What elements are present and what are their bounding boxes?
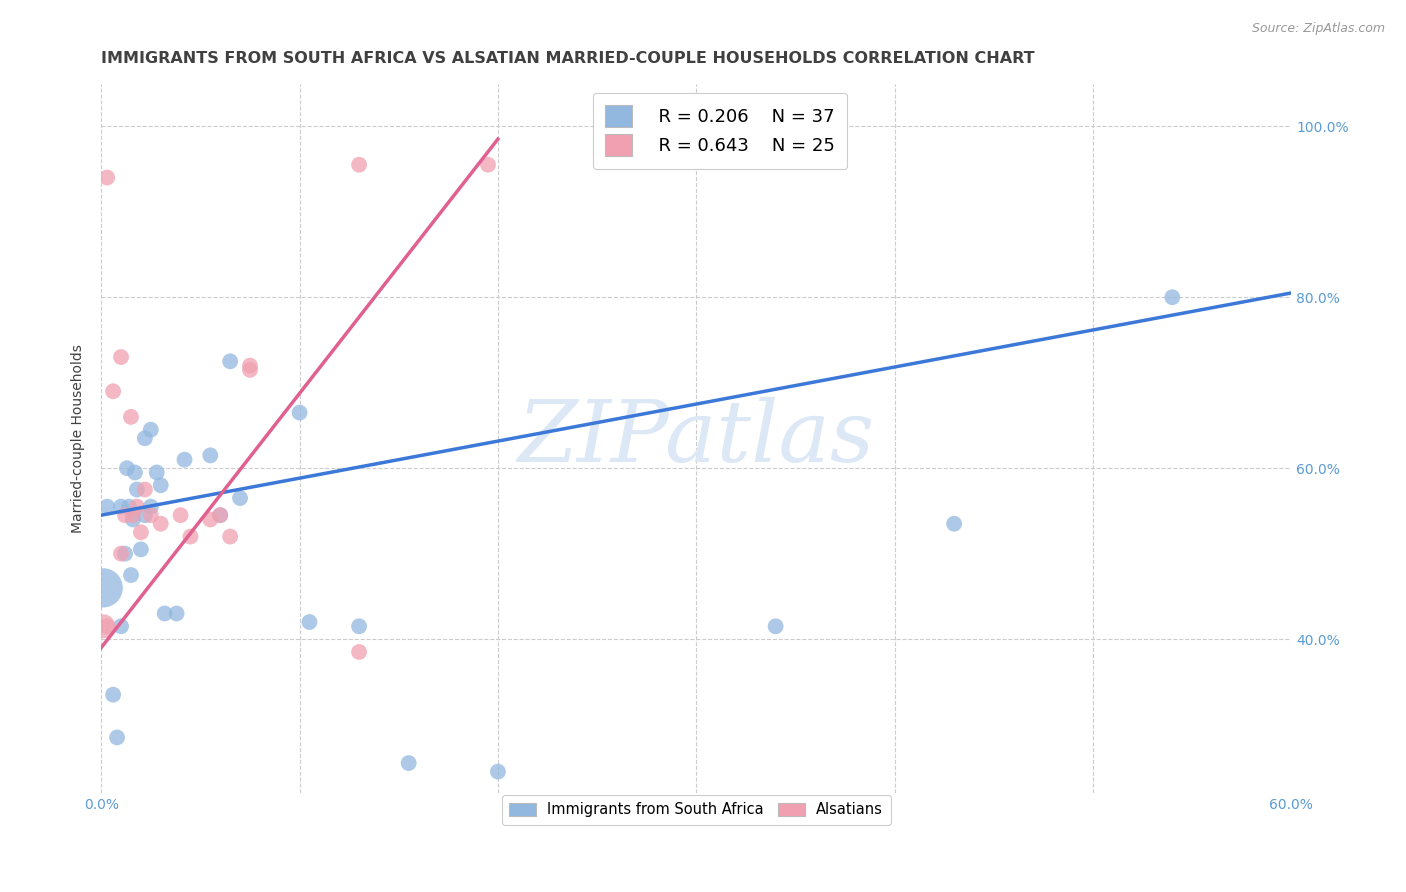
Point (149, 516, 172, 531)
Point (134, 508, 156, 523)
Point (477, 158, 499, 172)
Point (943, 516, 966, 531)
Point (114, 547, 136, 561)
Point (153, 607, 176, 621)
Point (166, 607, 188, 621)
Point (105, 731, 128, 745)
Point (239, 363, 262, 377)
Point (134, 483, 156, 497)
Point (110, 547, 132, 561)
Point (239, 359, 262, 373)
Point (96, 500, 118, 514)
Point (120, 568, 142, 582)
Point (169, 508, 191, 523)
Text: IMMIGRANTS FROM SOUTH AFRICA VS ALSATIAN MARRIED-COUPLE HOUSEHOLDS CORRELATION C: IMMIGRANTS FROM SOUTH AFRICA VS ALSATIAN… (101, 51, 1035, 66)
Point (139, 423, 162, 437)
Point (288, 406, 311, 420)
Text: Source: ZipAtlas.com: Source: ZipAtlas.com (1251, 22, 1385, 36)
Point (122, 508, 145, 523)
Point (347, 645, 370, 659)
Point (91, 619, 114, 633)
Legend: Immigrants from South Africa, Alsatians: Immigrants from South Africa, Alsatians (502, 795, 890, 825)
Point (129, 525, 152, 540)
Point (115, 461, 138, 475)
Point (110, 350, 132, 364)
Point (179, 530, 201, 544)
Point (149, 478, 172, 492)
Point (125, 483, 148, 497)
Point (1161, 290, 1184, 304)
Y-axis label: Married-couple Households: Married-couple Households (72, 343, 86, 533)
Point (110, 500, 132, 514)
Point (219, 354, 242, 368)
Point (125, 500, 148, 514)
Point (200, 448, 222, 462)
Point (129, 542, 152, 557)
Point (101, 688, 124, 702)
Point (298, 615, 321, 629)
Point (101, 384, 124, 399)
Point (114, 508, 136, 523)
Point (486, 764, 509, 779)
Point (134, 431, 156, 445)
Point (219, 530, 242, 544)
Point (124, 466, 146, 480)
Point (145, 466, 167, 480)
Point (139, 508, 162, 523)
Point (200, 512, 222, 526)
Point (91, 581, 114, 595)
Point (209, 508, 232, 523)
Point (96, 170, 118, 185)
Point (139, 500, 162, 514)
Text: ZIPatlas: ZIPatlas (517, 397, 875, 480)
Point (110, 619, 132, 633)
Point (229, 491, 252, 505)
Point (347, 619, 370, 633)
Point (209, 508, 232, 523)
Point (96, 619, 118, 633)
Point (173, 452, 195, 467)
Point (398, 756, 420, 770)
Point (347, 158, 370, 172)
Point (765, 619, 787, 633)
Point (120, 409, 142, 424)
Point (118, 500, 141, 514)
Point (122, 512, 145, 526)
